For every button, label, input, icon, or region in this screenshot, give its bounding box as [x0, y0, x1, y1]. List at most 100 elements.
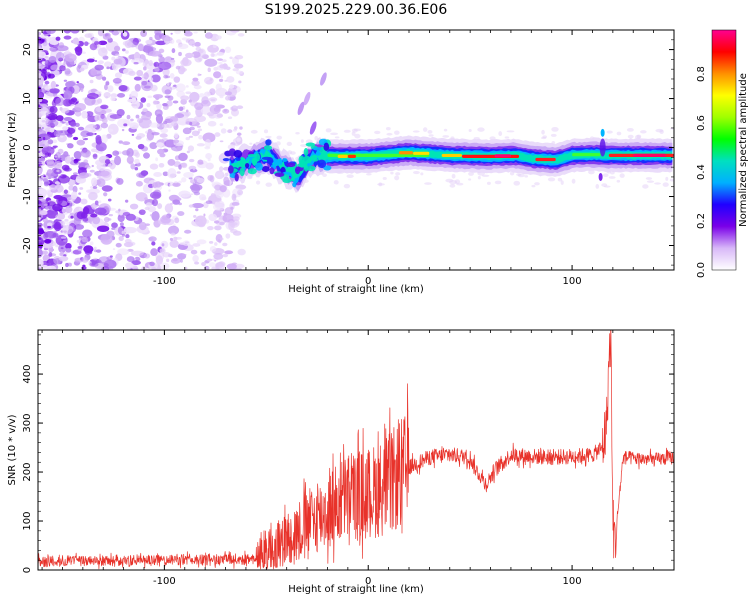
heatmap-speckle: [89, 169, 95, 173]
heatmap-speckle: [38, 208, 42, 212]
heatmap-speckle: [172, 139, 180, 144]
heatmap-speckle: [77, 40, 84, 47]
heatmap-speckle: [40, 141, 50, 148]
heatmap-speckle: [119, 222, 124, 227]
heatmap-speckle: [38, 112, 42, 120]
ridge-core: [535, 157, 556, 162]
heatmap-speckle: [86, 189, 92, 193]
heatmap-speckle: [169, 239, 179, 248]
heatmap-speckle: [185, 85, 189, 88]
heatmap-speckle: [50, 176, 54, 179]
heatmap-speckle: [124, 199, 129, 203]
heatmap-speckle: [86, 58, 95, 63]
spectrogram-y-tick-label: -10: [22, 188, 33, 204]
heatmap-speckle: [67, 178, 76, 186]
heatmap-speckle: [89, 43, 98, 51]
heatmap-speckle: [198, 134, 203, 140]
heatmap-speckle: [126, 256, 135, 263]
heatmap-speckle: [47, 225, 52, 229]
heatmap-speckle: [42, 60, 46, 64]
ridge-blob: [255, 162, 263, 171]
heatmap-speckle: [141, 80, 148, 86]
heatmap-faint-speckle: [445, 178, 454, 183]
heatmap-speckle: [109, 255, 113, 258]
heatmap-speckle: [62, 62, 66, 67]
heatmap-speckle: [224, 91, 232, 96]
heatmap-speckle: [219, 221, 225, 226]
heatmap-faint-speckle: [627, 134, 634, 139]
heatmap-speckle: [207, 226, 214, 231]
colorbar-tick-label: 0.4: [696, 164, 707, 180]
heatmap-speckle: [204, 138, 212, 148]
heatmap-speckle: [73, 224, 85, 230]
heatmap-speckle: [131, 133, 135, 136]
heatmap-speckle: [180, 95, 190, 101]
snr-line-layer: [38, 330, 674, 570]
ridge-blob: [247, 153, 258, 158]
heatmap-speckle: [168, 189, 171, 192]
heatmap-speckle: [214, 132, 221, 137]
heatmap-speckle: [206, 258, 213, 262]
heatmap-speckle: [188, 135, 194, 138]
heatmap-speckle: [226, 263, 237, 270]
heatmap-speckle: [148, 76, 154, 82]
heatmap-speckle: [43, 228, 48, 231]
heatmap-speckle: [136, 69, 144, 77]
heatmap-speckle: [164, 95, 171, 99]
heatmap-speckle: [219, 237, 224, 241]
heatmap-speckle: [73, 172, 78, 176]
heatmap-speckle: [50, 64, 60, 71]
heatmap-speckle: [151, 266, 157, 270]
heatmap-speckle: [196, 143, 206, 147]
heatmap-speckle: [134, 167, 139, 171]
heatmap-speckle: [185, 91, 192, 95]
heatmap-speckle: [149, 142, 158, 150]
colorbar: 0.0 0.2 0.4 0.6 0.8 Normalized spectral ampl…: [696, 29, 749, 278]
heatmap-speckle: [167, 253, 173, 258]
heatmap-speckle: [178, 106, 184, 112]
heatmap-speckle: [80, 198, 88, 205]
ridge-blob: [304, 164, 309, 172]
heatmap-speckle: [192, 77, 199, 82]
heatmap-speckle: [224, 207, 234, 215]
ridge-blob: [273, 159, 282, 166]
heatmap-speckle: [219, 123, 224, 127]
heatmap-faint-speckle: [654, 182, 661, 185]
heatmap-speckle: [45, 30, 56, 34]
heatmap-faint-speckle: [385, 126, 391, 131]
heatmap-speckle: [207, 158, 211, 162]
snr-y-tick-label: 0: [22, 567, 33, 573]
heatmap-faint-speckle: [451, 173, 456, 179]
heatmap-speckle: [231, 105, 239, 112]
heatmap-speckle: [180, 58, 192, 67]
heatmap-speckle: [222, 253, 229, 258]
heatmap-speckle: [84, 164, 90, 168]
heatmap-speckle: [91, 164, 94, 168]
heatmap-speckle: [104, 61, 112, 68]
heatmap-speckle: [232, 68, 240, 72]
ridge-blob: [312, 157, 319, 162]
heatmap-speckle: [111, 227, 116, 230]
heatmap-speckle: [55, 45, 69, 52]
heatmap-faint-speckle: [390, 171, 394, 175]
heatmap-speckle: [200, 99, 211, 108]
heatmap-speckle: [194, 41, 201, 47]
colorbar-tick-label: 0.6: [696, 115, 707, 131]
heatmap-speckle: [153, 171, 163, 178]
heatmap-speckle: [38, 164, 41, 167]
ridge-core: [347, 154, 356, 158]
heatmap-speckle: [48, 55, 57, 63]
heatmap-speckle: [134, 158, 140, 164]
heatmap-speckle: [203, 76, 214, 85]
heatmap-faint-speckle: [330, 132, 338, 136]
heatmap-speckle: [125, 262, 134, 269]
heatmap-speckle: [89, 241, 94, 246]
heatmap-speckle: [174, 113, 185, 119]
ridge-blob: [292, 182, 297, 188]
ridge-blob: [265, 139, 272, 146]
heatmap-speckle: [167, 167, 177, 179]
heatmap-speckle: [109, 114, 122, 120]
heatmap-speckle: [103, 91, 111, 99]
heatmap-speckle: [74, 102, 86, 112]
heatmap-speckle: [121, 128, 125, 132]
